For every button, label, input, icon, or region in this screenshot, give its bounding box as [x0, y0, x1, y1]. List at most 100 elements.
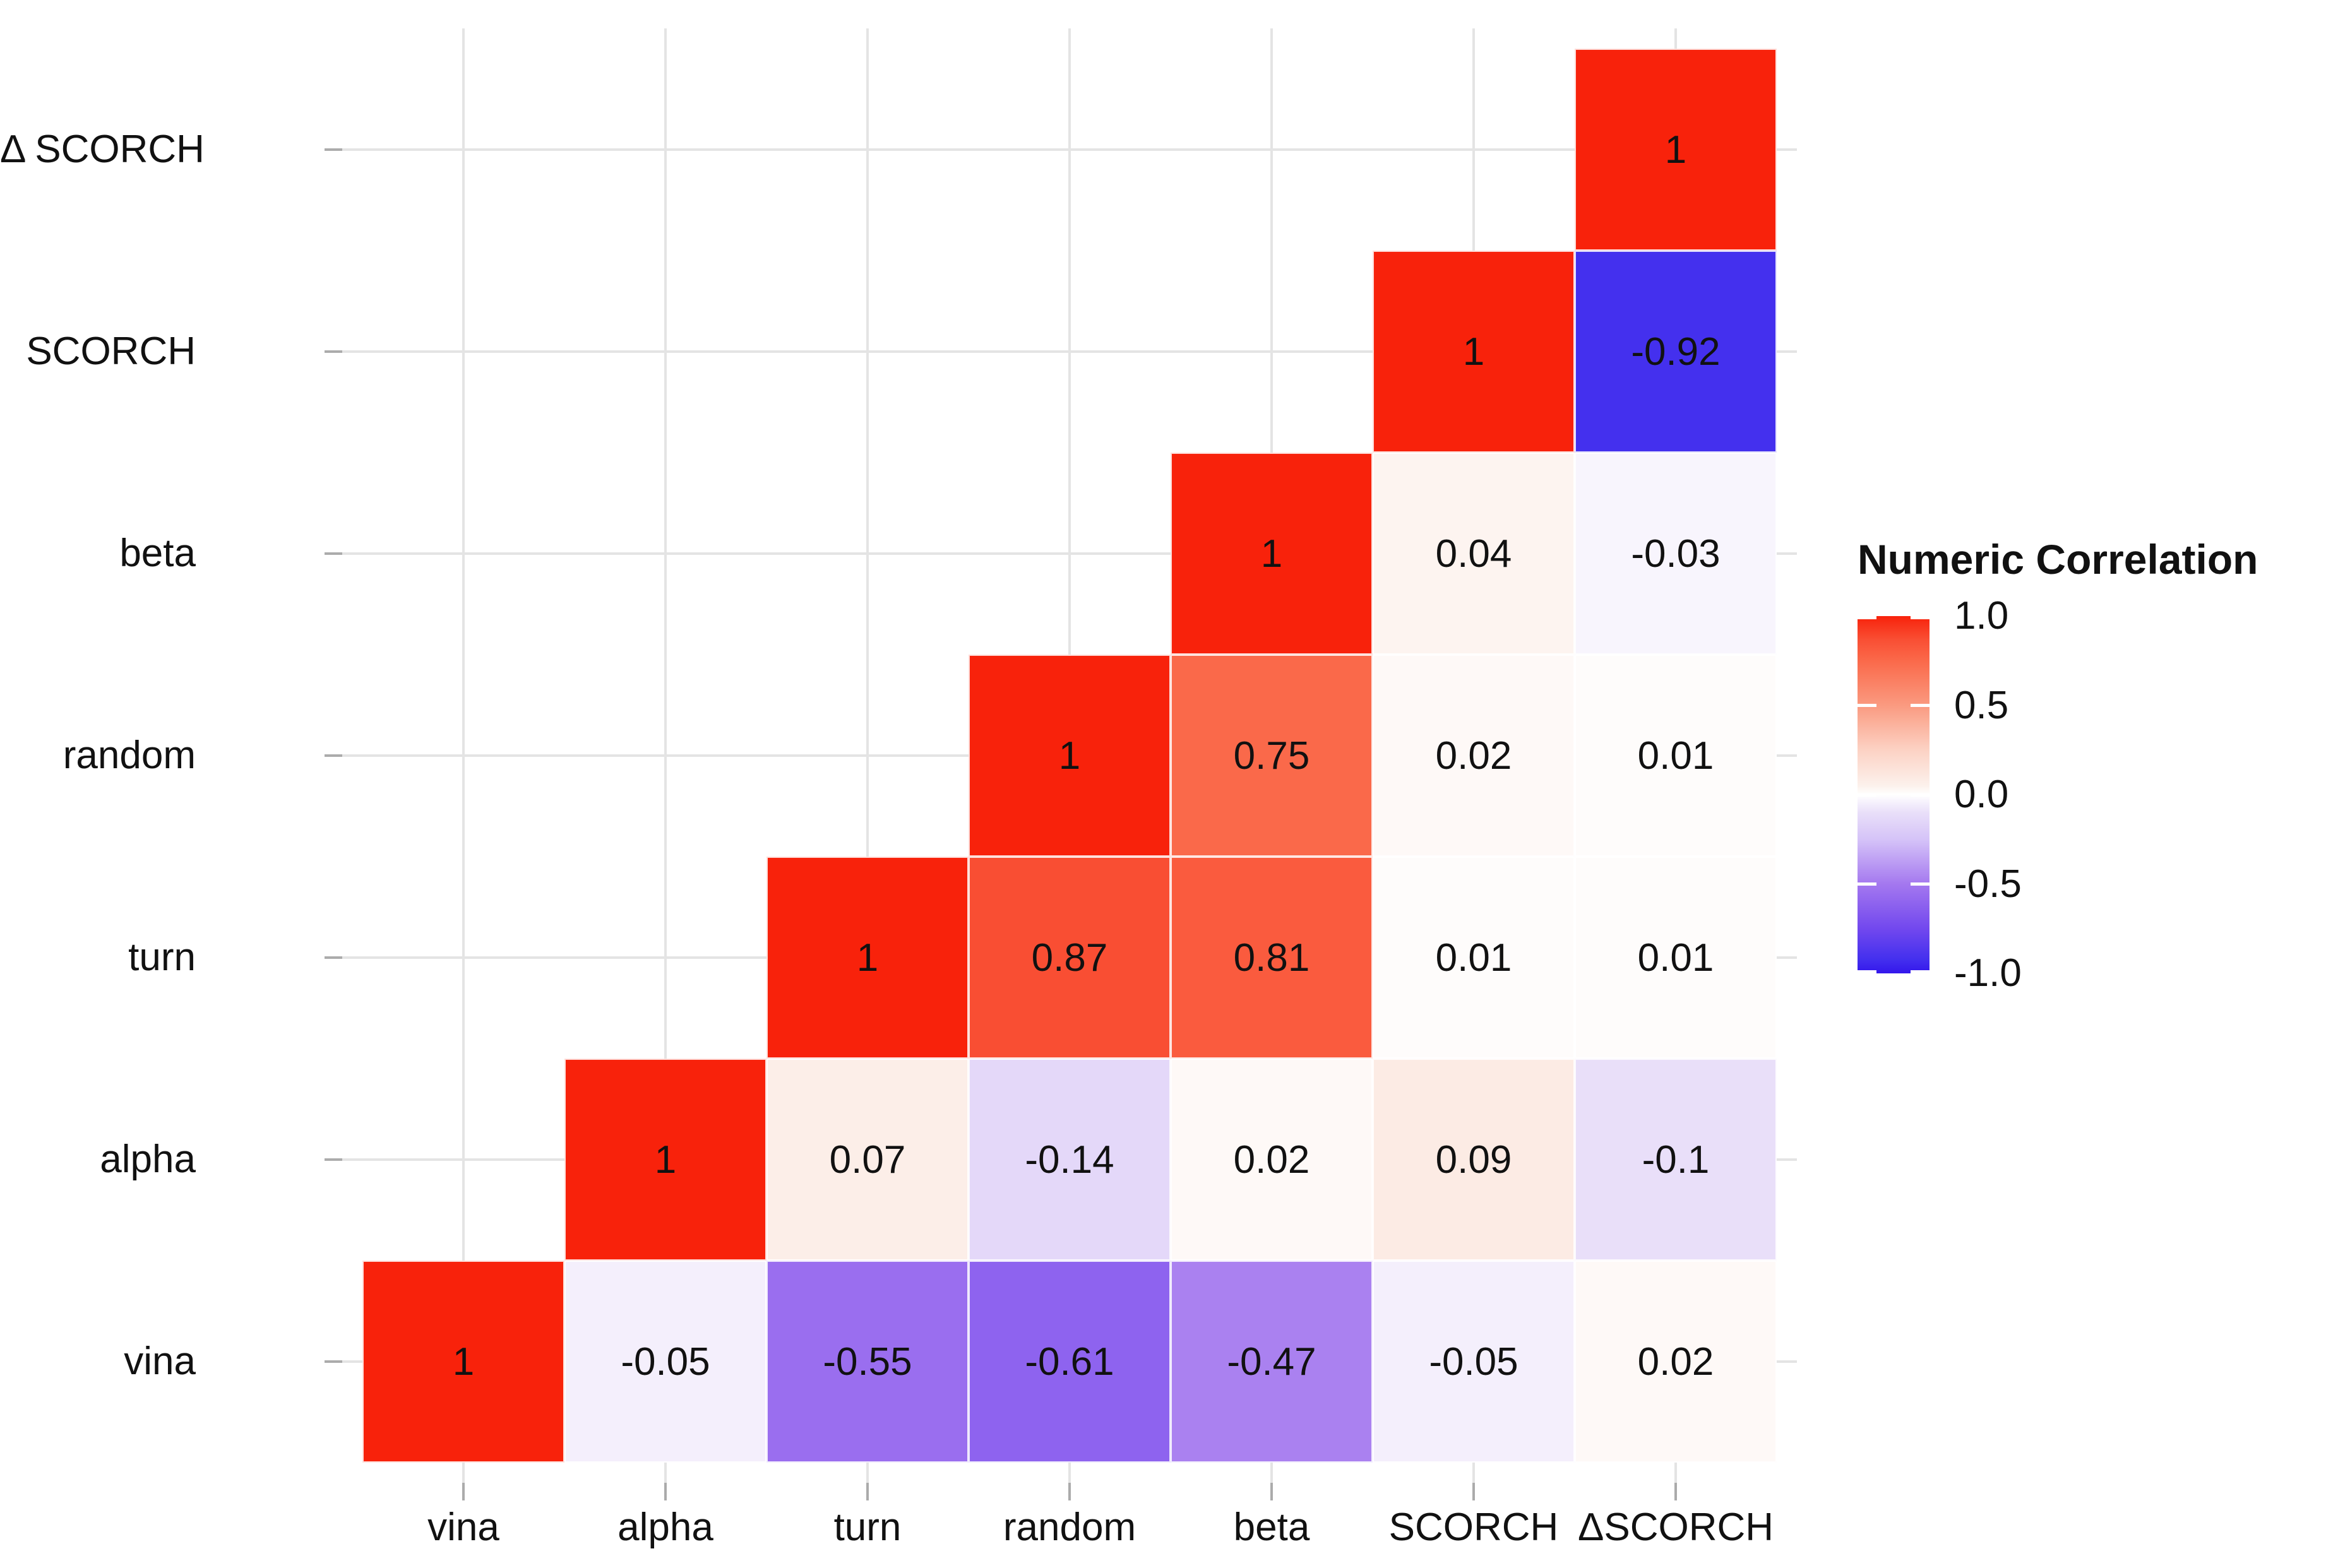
y-axis-tick: [325, 754, 342, 757]
heatmap-cell: 0.02: [1171, 1059, 1373, 1261]
heatmap-cell: 1: [1171, 453, 1373, 655]
y-axis-label: turn: [128, 935, 196, 979]
cell-value: 0.09: [1435, 1137, 1512, 1182]
y-axis-label: beta: [119, 532, 196, 575]
y-axis-tick: [325, 148, 342, 151]
heatmap-cell: -0.05: [1373, 1261, 1575, 1463]
heatmap-cell: 1: [969, 655, 1171, 857]
cell-value: 0.02: [1435, 734, 1512, 778]
cell-value: -0.92: [1631, 330, 1721, 374]
y-axis-tick: [325, 552, 342, 555]
heatmap-cell: 1: [766, 857, 969, 1059]
x-axis-tick: [1270, 1483, 1273, 1500]
cell-value: 0.02: [1637, 1339, 1714, 1384]
cell-value: 1: [1260, 532, 1283, 576]
cell-value: 1: [1058, 734, 1081, 778]
cell-value: 1: [654, 1137, 677, 1182]
cell-value: -0.14: [1025, 1137, 1114, 1182]
y-axis-tick: [325, 956, 342, 959]
cell-value: 0.01: [1637, 935, 1714, 980]
cell-value: 0.01: [1637, 734, 1714, 778]
x-axis-tick: [1674, 1483, 1677, 1500]
heatmap-cell: -0.03: [1575, 453, 1777, 655]
cell-value: -0.03: [1631, 532, 1721, 576]
heatmap-cell: 1: [1575, 49, 1777, 251]
cell-value: 1: [1664, 128, 1687, 172]
cell-value: 1: [856, 935, 879, 980]
legend-tick-mark: [1858, 616, 1876, 619]
x-axis-label: SCORCH: [1388, 1506, 1559, 1549]
cell-value: -0.1: [1642, 1137, 1710, 1182]
y-axis-tick: [325, 1360, 342, 1363]
legend-tick-label: -1.0: [1954, 951, 2022, 995]
legend-tick-mark: [1911, 616, 1930, 619]
x-axis-tick: [1472, 1483, 1475, 1500]
heatmap-cell: 0.07: [766, 1059, 969, 1261]
heatmap-cell: 0.02: [1373, 655, 1575, 857]
heatmap-cell: 1: [564, 1059, 766, 1261]
legend-tick-label: -0.5: [1954, 862, 2022, 906]
legend-tick-mark: [1858, 970, 1876, 973]
heatmap-panel: 1 1 -0.92 1 0.04 -0.03 1 0.75 0.02 0.01 1 0.87 0.81 0…: [342, 28, 1797, 1483]
cell-value: 1: [1462, 330, 1485, 374]
cell-value: -0.61: [1025, 1339, 1114, 1384]
heatmap-cell: -0.05: [564, 1261, 766, 1463]
cell-value: 0.01: [1435, 935, 1512, 980]
legend-tick-label: 1.0: [1954, 594, 2009, 638]
x-axis-label: alpha: [617, 1506, 713, 1549]
cell-value: 1: [452, 1339, 475, 1384]
heatmap-cell: 0.81: [1171, 857, 1373, 1059]
cell-value: -0.47: [1227, 1339, 1316, 1384]
x-axis-tick: [1068, 1483, 1071, 1500]
heatmap-cell: 0.01: [1575, 857, 1777, 1059]
cell-value: -0.55: [823, 1339, 912, 1384]
y-axis-label: random: [63, 734, 196, 777]
legend-tick-label: 0.5: [1954, 683, 2009, 727]
cell-value: 0.07: [829, 1137, 906, 1182]
heatmap-cell: -0.14: [969, 1059, 1171, 1261]
y-axis-label: Δ SCORCH: [0, 128, 205, 171]
legend-tick-mark: [1911, 882, 1930, 886]
heatmap-cell: -0.55: [766, 1261, 969, 1463]
heatmap-cell: 0.87: [969, 857, 1171, 1059]
heatmap-cell: 0.02: [1575, 1261, 1777, 1463]
y-axis-label: alpha: [100, 1137, 196, 1181]
legend-tick-mark: [1858, 793, 1876, 797]
heatmap-cell: 1: [362, 1261, 564, 1463]
x-axis-label: ΔSCORCH: [1577, 1506, 1774, 1549]
y-axis-tick: [325, 1158, 342, 1161]
x-axis-tick: [866, 1483, 869, 1500]
x-axis-tick: [664, 1483, 667, 1500]
legend-tick-mark: [1858, 882, 1876, 886]
cell-value: 0.75: [1233, 734, 1310, 778]
cell-value: 0.81: [1233, 935, 1310, 980]
y-axis-label: SCORCH: [26, 330, 196, 373]
legend-tick-label: 0.0: [1954, 773, 2009, 816]
legend-title: Numeric Correlation: [1858, 536, 2258, 583]
heatmap-cell: 1: [1373, 251, 1575, 453]
x-axis-label: beta: [1233, 1506, 1310, 1549]
cell-value: -0.05: [1429, 1339, 1518, 1384]
heatmap-cell: 0.04: [1373, 453, 1575, 655]
x-axis-label: turn: [833, 1506, 902, 1549]
cell-value: 0.02: [1233, 1137, 1310, 1182]
cell-value: 0.87: [1031, 935, 1108, 980]
heatmap-cell: 0.75: [1171, 655, 1373, 857]
heatmap-cell: 0.09: [1373, 1059, 1575, 1261]
heatmap-cell: -0.92: [1575, 251, 1777, 453]
heatmap-cell: -0.61: [969, 1261, 1171, 1463]
x-axis-tick: [462, 1483, 465, 1500]
y-axis-label: vina: [124, 1339, 196, 1383]
x-axis-label: vina: [427, 1506, 499, 1549]
heatmap-cell: 0.01: [1575, 655, 1777, 857]
y-axis-tick: [325, 350, 342, 353]
legend-tick-mark: [1911, 704, 1930, 707]
heatmap-cell: 0.01: [1373, 857, 1575, 1059]
legend-tick-mark: [1911, 793, 1930, 797]
legend-tick-mark: [1911, 970, 1930, 973]
legend-tick-mark: [1858, 704, 1876, 707]
cell-value: 0.04: [1435, 532, 1512, 576]
cell-value: -0.05: [621, 1339, 710, 1384]
heatmap-cell: -0.1: [1575, 1059, 1777, 1261]
